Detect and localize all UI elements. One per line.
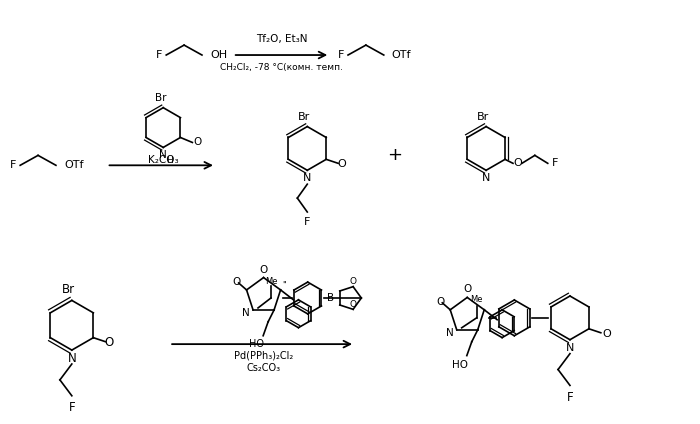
Text: O: O bbox=[337, 159, 346, 169]
Text: Br: Br bbox=[155, 93, 166, 103]
Text: Br: Br bbox=[477, 112, 489, 122]
Text: N: N bbox=[303, 173, 312, 183]
Text: CH₂Cl₂, -78 °C(комн. темп.: CH₂Cl₂, -78 °C(комн. темп. bbox=[220, 64, 343, 73]
Text: N: N bbox=[67, 351, 76, 365]
Text: OTf: OTf bbox=[392, 50, 411, 60]
Text: H: H bbox=[166, 156, 173, 165]
Text: F: F bbox=[69, 401, 75, 414]
Text: Tf₂O, Et₃N: Tf₂O, Et₃N bbox=[256, 34, 307, 44]
Text: N: N bbox=[566, 343, 574, 353]
Text: Br: Br bbox=[298, 112, 310, 122]
Text: Me: Me bbox=[470, 296, 483, 304]
Text: Br: Br bbox=[62, 283, 76, 296]
Text: K₂CO₃: K₂CO₃ bbox=[148, 155, 178, 165]
Text: O: O bbox=[232, 277, 241, 287]
Text: O: O bbox=[603, 329, 611, 339]
Text: O: O bbox=[514, 158, 522, 168]
Text: F: F bbox=[156, 50, 162, 60]
Text: Me: Me bbox=[265, 276, 277, 286]
Text: F: F bbox=[567, 391, 573, 404]
Text: O: O bbox=[104, 336, 114, 349]
Text: N: N bbox=[242, 308, 250, 318]
Text: N: N bbox=[160, 151, 167, 160]
Text: Pd(PPh₃)₂Cl₂: Pd(PPh₃)₂Cl₂ bbox=[234, 350, 293, 360]
Text: OH: OH bbox=[210, 50, 227, 60]
Text: ": " bbox=[283, 280, 286, 290]
Text: O: O bbox=[436, 297, 445, 307]
Text: O: O bbox=[193, 137, 202, 148]
Text: HO: HO bbox=[452, 360, 468, 370]
Text: B: B bbox=[327, 293, 334, 303]
Text: O: O bbox=[260, 265, 267, 275]
Text: OTf: OTf bbox=[64, 160, 83, 170]
Text: HO: HO bbox=[248, 339, 264, 349]
Text: Cs₂CO₃: Cs₂CO₃ bbox=[246, 363, 281, 373]
Text: N: N bbox=[446, 328, 454, 338]
Text: F: F bbox=[304, 217, 311, 227]
Text: O: O bbox=[463, 285, 471, 295]
Text: F: F bbox=[552, 158, 558, 168]
Text: +: + bbox=[387, 146, 402, 165]
Text: F: F bbox=[10, 160, 16, 170]
Text: N: N bbox=[482, 173, 490, 183]
Text: O: O bbox=[349, 277, 356, 286]
Text: O: O bbox=[349, 300, 356, 309]
Text: F: F bbox=[338, 50, 344, 60]
